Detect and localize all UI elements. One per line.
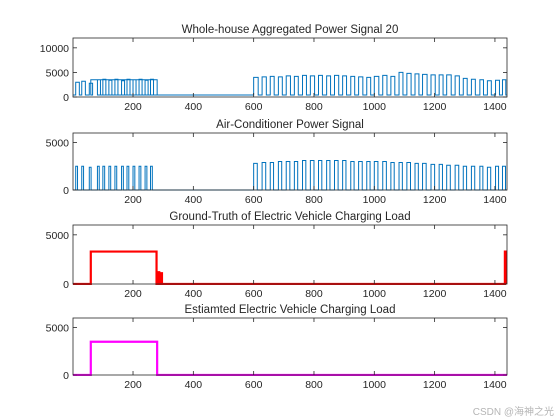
chart-title: Estiamted Electric Vehicle Charging Load (185, 304, 396, 316)
x-tick-label: 1400 (483, 194, 507, 206)
x-tick-label: 400 (185, 101, 203, 113)
x-tick-label: 200 (124, 101, 142, 113)
y-tick-label: 10000 (40, 43, 69, 55)
chart-title: Ground-Truth of Electric Vehicle Chargin… (169, 211, 410, 223)
series-line (73, 160, 507, 191)
chart-panel-4: Estiamted Electric Vehicle Charging Load… (46, 304, 508, 391)
x-tick-label: 800 (305, 288, 323, 300)
y-tick-label: 0 (63, 185, 69, 197)
axes-box (72, 224, 508, 285)
x-tick-label: 1000 (363, 101, 387, 113)
x-tick-label: 200 (124, 194, 142, 206)
series-line (73, 250, 507, 285)
x-tick-label: 1400 (483, 101, 507, 113)
x-tick-label: 800 (305, 101, 323, 113)
y-tick-label: 0 (63, 370, 69, 382)
x-tick-label: 1000 (363, 288, 387, 300)
x-tick-label: 1200 (423, 194, 447, 206)
chart-title: Whole-house Aggregated Power Signal 20 (182, 24, 399, 36)
x-tick-label: 1200 (423, 288, 447, 300)
chart-title: Air-Conditioner Power Signal (216, 119, 364, 131)
x-tick-label: 600 (245, 288, 263, 300)
series-line (73, 71, 507, 96)
chart-panel-2: Air-Conditioner Power Signal 200 400 600 800… (46, 119, 508, 206)
y-tick-label: 5000 (46, 67, 70, 79)
x-tick-label: 400 (185, 379, 203, 391)
chart-panel-1: Whole-house Aggregated Power Signal 20 20… (40, 24, 508, 113)
x-tick-label: 800 (305, 194, 323, 206)
axes-box (72, 317, 508, 376)
y-tick-label: 0 (63, 279, 69, 291)
x-tick-label: 200 (124, 379, 142, 391)
y-tick-label: 0 (63, 92, 69, 104)
y-tick-label: 5000 (46, 323, 70, 335)
x-tick-label: 1000 (363, 379, 387, 391)
x-tick-label: 1200 (423, 101, 447, 113)
x-tick-label: 800 (305, 379, 323, 391)
y-tick-label: 5000 (46, 138, 70, 150)
axes-box (72, 37, 508, 98)
series-line (73, 340, 507, 376)
x-tick-label: 1200 (423, 379, 447, 391)
x-tick-label: 1400 (483, 379, 507, 391)
chart-panel-3: Ground-Truth of Electric Vehicle Chargin… (46, 211, 508, 300)
x-tick-label: 600 (245, 194, 263, 206)
x-tick-label: 1400 (483, 288, 507, 300)
x-tick-label: 200 (124, 288, 142, 300)
x-tick-label: 600 (245, 101, 263, 113)
x-tick-label: 400 (185, 194, 203, 206)
axes-box (72, 132, 508, 191)
y-tick-label: 5000 (46, 230, 70, 242)
x-tick-label: 600 (245, 379, 263, 391)
x-tick-label: 400 (185, 288, 203, 300)
watermark-text: CSDN @海神之光 (472, 407, 554, 418)
x-tick-label: 1000 (363, 194, 387, 206)
